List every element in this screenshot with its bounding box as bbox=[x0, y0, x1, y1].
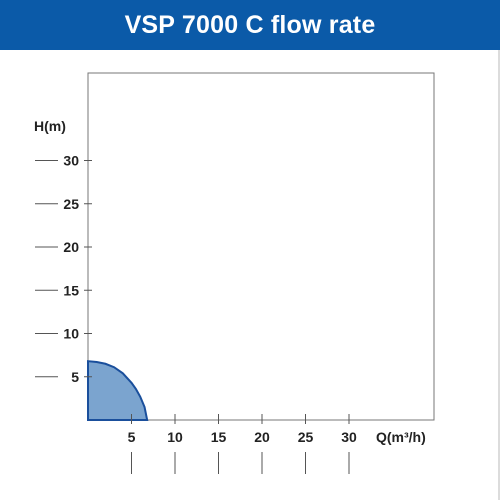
y-tick-label: 10 bbox=[63, 326, 79, 342]
y-axis-ticks: 5 10 15 20 25 30 bbox=[35, 153, 92, 385]
y-tick-label: 20 bbox=[63, 239, 79, 255]
x-tick-label: 15 bbox=[211, 429, 227, 445]
y-tick-label: 30 bbox=[63, 153, 79, 169]
flow-curve-area bbox=[87, 360, 149, 421]
y-tick-label: 25 bbox=[63, 196, 79, 212]
x-tick-label: 30 bbox=[341, 429, 357, 445]
x-axis-ticks: 5 10 15 20 25 30 bbox=[128, 414, 357, 474]
plot-frame bbox=[87, 72, 435, 421]
x-tick-label: 5 bbox=[128, 429, 136, 445]
y-axis-label: H(m) bbox=[34, 118, 66, 134]
x-tick-label: 10 bbox=[167, 429, 183, 445]
x-tick-label: 20 bbox=[254, 429, 270, 445]
y-tick-label: 15 bbox=[63, 282, 79, 298]
title-bar: VSP 7000 C flow rate bbox=[0, 0, 500, 50]
y-tick-label: 5 bbox=[71, 369, 79, 385]
x-axis-label: Q(m³/h) bbox=[376, 429, 426, 445]
chart-title: VSP 7000 C flow rate bbox=[124, 10, 376, 39]
page-edge-divider bbox=[498, 50, 500, 500]
curve-layer bbox=[87, 360, 149, 421]
x-tick-label: 25 bbox=[298, 429, 314, 445]
